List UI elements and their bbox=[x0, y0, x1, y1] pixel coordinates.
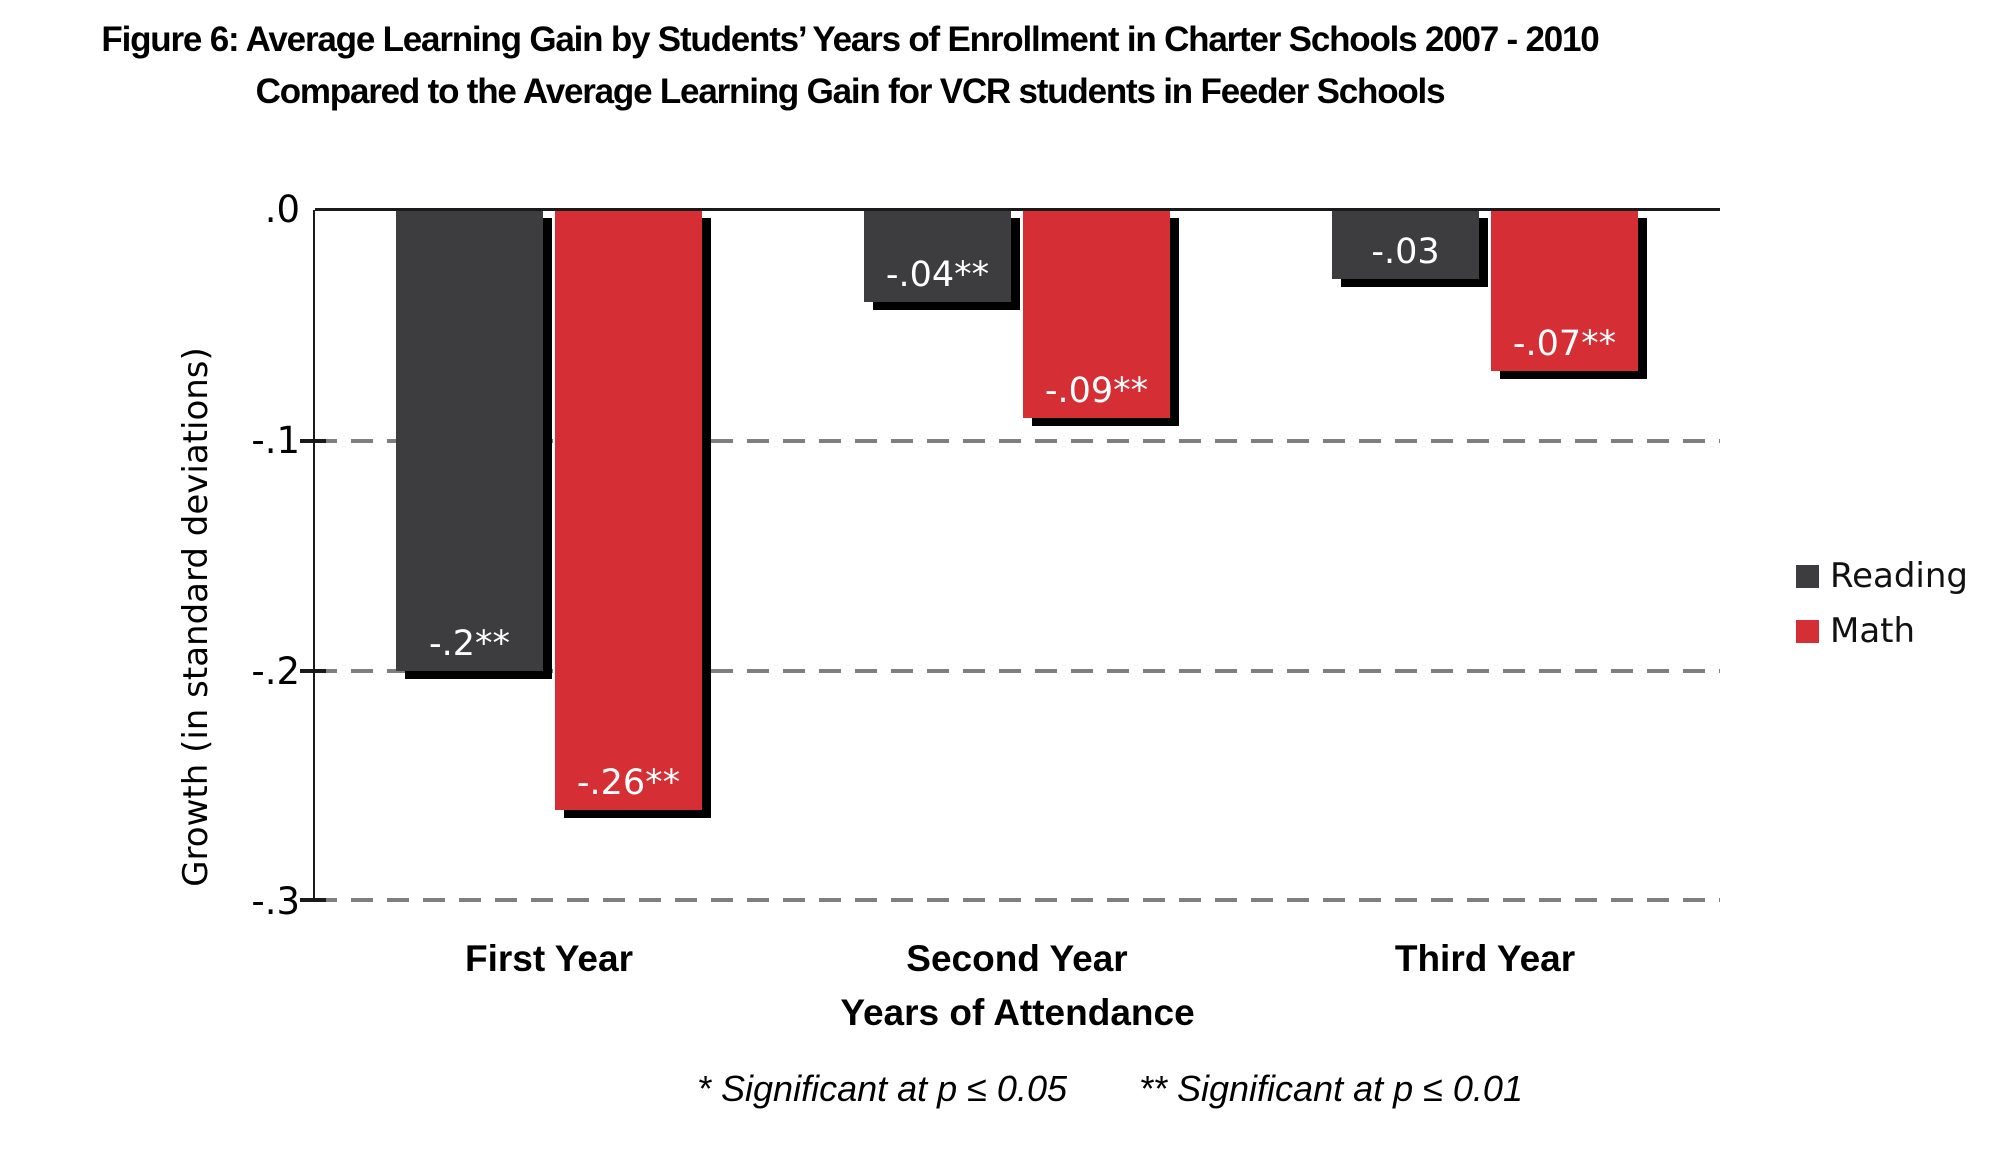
bar-reading-third-year: -.03 bbox=[1332, 210, 1479, 279]
legend-label-math: Math bbox=[1830, 611, 1916, 651]
math-swatch-icon bbox=[1796, 619, 1819, 643]
legend-label-reading: Reading bbox=[1830, 556, 1969, 596]
x-axis-title: Years of Attendance bbox=[840, 992, 1195, 1033]
y-tick-mark bbox=[300, 898, 326, 902]
bar-value-label: -.03 bbox=[1371, 232, 1440, 272]
x-category-label-first-year: First Year bbox=[465, 938, 633, 979]
legend: Reading Math bbox=[1796, 556, 1968, 666]
bar-reading-second-year: -.04** bbox=[864, 210, 1011, 302]
footnote-significance-05: * Significant at p ≤ 0.05 bbox=[697, 1068, 1067, 1109]
footnote-significance-01: ** Significant at p ≤ 0.01 bbox=[1138, 1068, 1523, 1109]
reading-swatch-icon bbox=[1796, 564, 1819, 588]
chart-title-line2: Compared to the Average Learning Gain fo… bbox=[255, 72, 1446, 111]
y-tick-mark bbox=[300, 669, 326, 673]
chart-title-line1: Figure 6: Average Learning Gain by Stude… bbox=[101, 20, 1599, 59]
bar-value-label: -.09** bbox=[1044, 371, 1149, 411]
bar-math-first-year: -.26** bbox=[555, 210, 702, 810]
gridline-minus-0.2 bbox=[315, 669, 1720, 673]
bar-value-label: -.26** bbox=[576, 763, 681, 803]
bar-value-label: -.07** bbox=[1512, 324, 1617, 364]
bar-reading-first-year: -.2** bbox=[396, 210, 543, 671]
y-axis-title: Growth (in standard deviations) bbox=[176, 347, 216, 887]
zero-baseline bbox=[315, 208, 1720, 211]
y-tick-mark bbox=[300, 439, 326, 443]
y-tick-label-2: -.2 bbox=[251, 650, 300, 693]
plot-area: -.2** -.26** -.04** -.09** -.03 -.07** bbox=[300, 208, 1720, 902]
legend-item-math: Math bbox=[1796, 611, 1968, 651]
y-tick-label-0: .0 bbox=[264, 188, 300, 231]
y-axis-line bbox=[313, 210, 315, 902]
bar-math-third-year: -.07** bbox=[1491, 210, 1638, 371]
gridline-minus-0.1 bbox=[315, 439, 1720, 443]
bar-math-second-year: -.09** bbox=[1023, 210, 1170, 418]
significance-footnote: * Significant at p ≤ 0.05 ** Significant … bbox=[0, 1068, 2010, 1110]
bar-value-label: -.04** bbox=[885, 255, 990, 295]
chart-title: Figure 6: Average Learning Gain by Stude… bbox=[10, 14, 1690, 118]
y-tick-label-1: -.1 bbox=[251, 419, 300, 462]
gridline-minus-0.3 bbox=[315, 898, 1720, 902]
bar-value-label: -.2** bbox=[428, 624, 511, 664]
x-category-label-second-year: Second Year bbox=[906, 938, 1128, 979]
y-tick-label-3: -.3 bbox=[251, 880, 300, 923]
x-category-label-third-year: Third Year bbox=[1394, 938, 1576, 979]
legend-item-reading: Reading bbox=[1796, 556, 1968, 596]
